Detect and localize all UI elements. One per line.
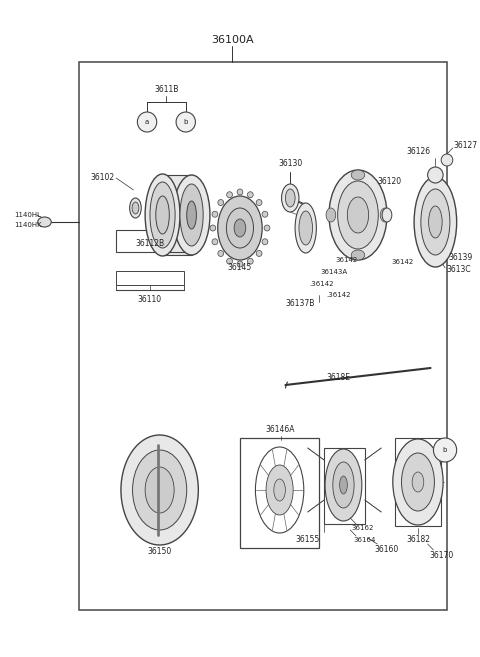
Ellipse shape	[401, 453, 434, 511]
Ellipse shape	[382, 208, 392, 222]
Text: 36137B: 36137B	[285, 300, 314, 309]
Text: 36142: 36142	[391, 259, 414, 265]
Ellipse shape	[227, 208, 253, 248]
Ellipse shape	[262, 238, 268, 245]
Ellipse shape	[256, 200, 262, 206]
Ellipse shape	[264, 225, 270, 231]
Ellipse shape	[130, 198, 141, 218]
Ellipse shape	[227, 258, 232, 264]
Bar	[116, 230, 184, 252]
Ellipse shape	[218, 200, 224, 206]
Ellipse shape	[282, 184, 299, 212]
Ellipse shape	[380, 208, 390, 222]
Text: 3613C: 3613C	[446, 265, 471, 275]
Ellipse shape	[247, 192, 253, 198]
Ellipse shape	[156, 196, 169, 234]
Ellipse shape	[412, 472, 424, 492]
Circle shape	[428, 167, 443, 183]
Text: 1140HK: 1140HK	[14, 222, 42, 228]
Ellipse shape	[237, 189, 243, 195]
Ellipse shape	[218, 250, 224, 256]
Text: 36150: 36150	[147, 547, 172, 556]
Ellipse shape	[132, 450, 187, 530]
Ellipse shape	[429, 206, 442, 238]
Text: 36170: 36170	[429, 551, 453, 560]
Ellipse shape	[329, 170, 387, 260]
Text: 36160: 36160	[375, 545, 399, 555]
Text: 36162: 36162	[352, 525, 374, 531]
Bar	[240, 438, 319, 548]
Text: 36143A: 36143A	[320, 269, 348, 275]
Bar	[79, 62, 447, 610]
Text: 36182: 36182	[406, 535, 430, 545]
Ellipse shape	[212, 211, 218, 217]
Ellipse shape	[218, 196, 262, 260]
Ellipse shape	[132, 202, 139, 214]
Polygon shape	[163, 175, 192, 255]
Text: b: b	[183, 119, 188, 125]
Ellipse shape	[339, 476, 348, 494]
Ellipse shape	[421, 189, 450, 255]
Text: 36102: 36102	[90, 173, 114, 183]
Text: 3618E: 3618E	[326, 373, 350, 382]
Circle shape	[176, 112, 195, 132]
Ellipse shape	[393, 439, 443, 525]
Ellipse shape	[333, 462, 354, 508]
Bar	[324, 448, 365, 524]
Ellipse shape	[38, 217, 51, 227]
Text: 36126: 36126	[407, 148, 431, 156]
Text: 1140HL: 1140HL	[14, 212, 41, 218]
Bar	[395, 438, 441, 526]
Ellipse shape	[266, 465, 293, 515]
Text: b: b	[443, 447, 447, 453]
Ellipse shape	[326, 208, 336, 222]
Ellipse shape	[299, 211, 312, 245]
Ellipse shape	[414, 177, 456, 267]
Text: 36112B: 36112B	[135, 240, 165, 248]
Text: 36139: 36139	[448, 252, 472, 261]
Text: 3611B: 3611B	[154, 85, 179, 95]
Ellipse shape	[348, 197, 369, 233]
Ellipse shape	[351, 170, 365, 180]
Text: 36164: 36164	[354, 537, 376, 543]
Text: 36130: 36130	[278, 160, 302, 168]
Ellipse shape	[325, 449, 362, 521]
Text: 36100A: 36100A	[211, 35, 253, 45]
Ellipse shape	[180, 184, 203, 246]
Ellipse shape	[247, 258, 253, 264]
Bar	[116, 271, 184, 285]
Ellipse shape	[150, 182, 175, 248]
Text: 36146A: 36146A	[266, 426, 295, 434]
Ellipse shape	[121, 435, 198, 545]
Circle shape	[433, 438, 456, 462]
Ellipse shape	[274, 479, 286, 501]
Ellipse shape	[295, 203, 316, 253]
Circle shape	[441, 154, 453, 166]
Ellipse shape	[212, 238, 218, 245]
Ellipse shape	[237, 261, 243, 267]
Ellipse shape	[351, 250, 365, 260]
Text: .36142: .36142	[309, 281, 334, 287]
Text: 36110: 36110	[138, 296, 162, 304]
Ellipse shape	[210, 225, 216, 231]
Text: a: a	[145, 119, 149, 125]
Ellipse shape	[262, 211, 268, 217]
Text: 36127: 36127	[454, 141, 478, 150]
Ellipse shape	[145, 174, 180, 256]
Text: .36142: .36142	[326, 292, 351, 298]
Ellipse shape	[145, 467, 174, 513]
Ellipse shape	[234, 219, 246, 237]
Ellipse shape	[227, 192, 232, 198]
Text: 36142: 36142	[335, 257, 358, 263]
Ellipse shape	[286, 189, 295, 207]
Ellipse shape	[337, 181, 378, 249]
Ellipse shape	[187, 201, 196, 229]
Text: 36120: 36120	[377, 177, 401, 187]
Circle shape	[137, 112, 157, 132]
Text: 36155: 36155	[296, 535, 320, 545]
Ellipse shape	[256, 250, 262, 256]
Text: 36145: 36145	[228, 263, 252, 273]
Ellipse shape	[173, 175, 210, 255]
